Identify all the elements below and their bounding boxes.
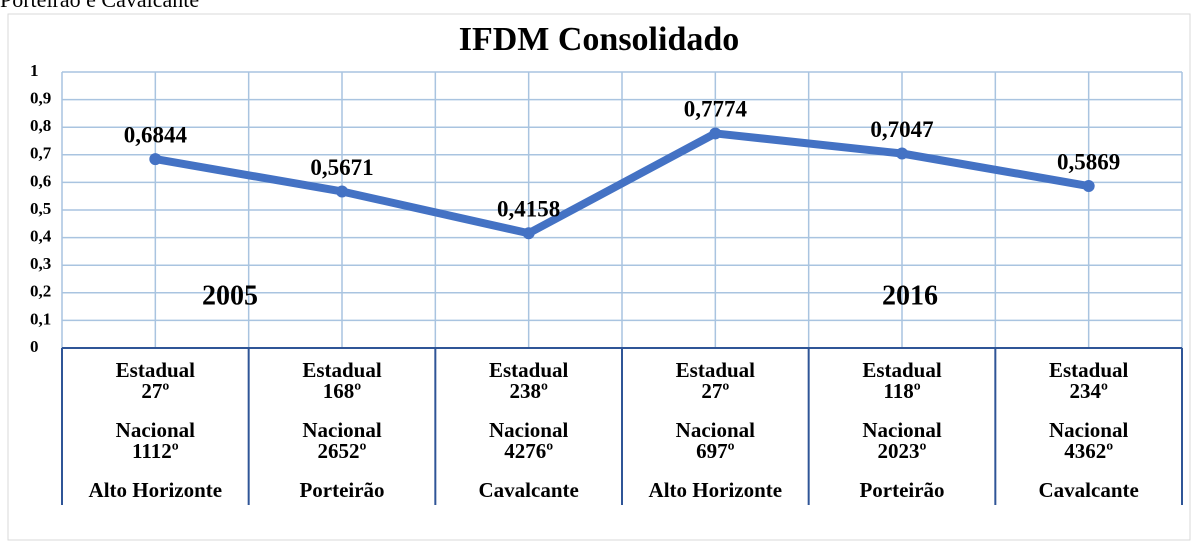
y-tick-label: 0,1 (30, 309, 51, 328)
rank-value: 118º (883, 379, 920, 403)
y-tick-label: 0,4 (30, 227, 52, 246)
point (336, 185, 348, 198)
y-tick-label: 0,9 (30, 89, 51, 108)
caption: Porteirão e Cavalcante (0, 0, 199, 12)
x-tick-label: Alto Horizonte (89, 478, 223, 502)
point (896, 147, 908, 160)
rank-label: Estadual (862, 358, 942, 382)
rank-value: 4276º (504, 439, 553, 463)
data-label: 0,5869 (1057, 149, 1120, 174)
rank-label: Estadual (1049, 358, 1129, 382)
line-series (154, 129, 1090, 238)
rank-value: 27º (141, 379, 169, 403)
annotation: 2016 (882, 280, 938, 311)
data-label: 0,5671 (310, 155, 373, 180)
rank-value: 2652º (318, 439, 367, 463)
point (522, 227, 535, 240)
point (149, 153, 162, 166)
rank-label: Estadual (116, 358, 196, 382)
rank-value: 27º (701, 379, 729, 403)
rank-value: 2023º (878, 439, 927, 463)
x-tick-label: Porteirão (299, 478, 384, 502)
rank-label: Nacional (489, 418, 569, 442)
rank-label: Nacional (676, 418, 756, 442)
y-tick-label: 0,5 (30, 199, 51, 218)
x-tick-label: Porteirão (859, 478, 944, 502)
x-tick-label: Alto Horizonte (649, 478, 783, 502)
x-tick-label: Cavalcante (1039, 478, 1139, 502)
annotation: 2005 (202, 280, 258, 311)
rank-label: Nacional (302, 418, 382, 442)
y-tick-label: 0,3 (30, 254, 51, 273)
rank-label: Nacional (1049, 418, 1129, 442)
rank-label: Estadual (676, 358, 756, 382)
data-label: 0,7774 (684, 97, 748, 122)
y-tick-label: 0 (30, 337, 39, 356)
data-label: 0,6844 (124, 122, 188, 147)
rank-label: Estadual (489, 358, 569, 382)
x-tick-label: Cavalcante (479, 478, 579, 502)
rank-label: Nacional (116, 418, 196, 442)
rank-value: 4362º (1064, 439, 1113, 463)
y-tick-label: 0,7 (30, 144, 52, 163)
point (1082, 180, 1095, 193)
y-tick-label: 0,6 (30, 171, 51, 190)
rank-value: 238º (509, 379, 548, 403)
y-tick-label: 0,2 (30, 282, 51, 301)
rank-value: 697º (696, 439, 735, 463)
rank-label: Nacional (862, 418, 942, 442)
point (709, 127, 722, 140)
y-tick-label: 1 (30, 61, 39, 80)
rank-value: 234º (1069, 379, 1108, 403)
rank-label: Estadual (302, 358, 382, 382)
rank-value: 1112º (132, 439, 179, 463)
rank-value: 168º (323, 379, 362, 403)
data-label: 0,4158 (497, 197, 560, 222)
chart-title: IFDM Consolidado (459, 21, 740, 58)
y-tick-label: 0,8 (30, 116, 51, 135)
chart-frame (7, 13, 1191, 541)
data-label: 0,7047 (870, 117, 933, 142)
